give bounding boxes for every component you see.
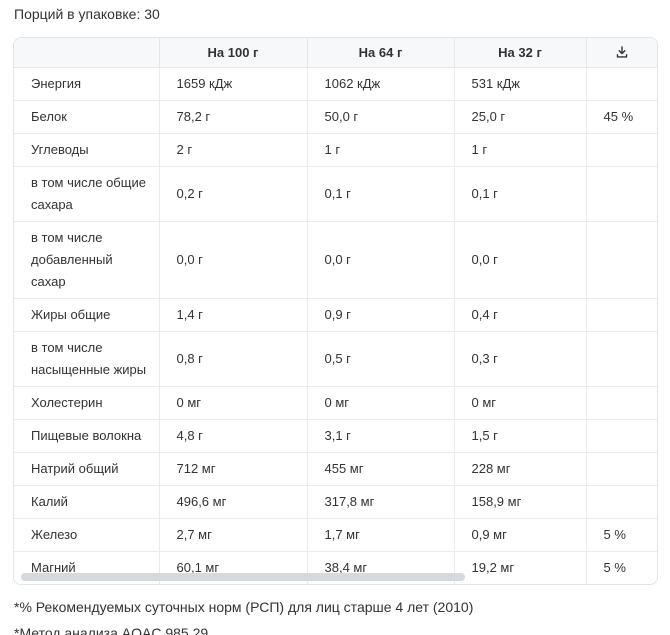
value-rsp-percent bbox=[585, 419, 657, 453]
value-rsp-percent bbox=[585, 133, 657, 167]
value-rsp-percent bbox=[585, 331, 657, 387]
nutrient-label: в том числе общие сахара bbox=[14, 166, 159, 222]
value-per-64g: 0,1 г bbox=[306, 166, 454, 222]
footnotes: *% Рекомендуемых суточных норм (РСП) для… bbox=[14, 598, 657, 635]
value-per-64g: 1,7 мг bbox=[306, 518, 454, 552]
nutrient-label: в том числе добавленный сахар bbox=[14, 221, 159, 299]
table-row: Жиры общие 1,4 г 0,9 г 0,4 г bbox=[14, 298, 657, 332]
nutrient-label: Пищевые волокна bbox=[14, 419, 159, 453]
value-per-32g: 0,1 г bbox=[453, 166, 586, 222]
table-row: Железо 2,7 мг 1,7 мг 0,9 мг 5 % bbox=[14, 518, 657, 552]
table-row: в том числе общие сахара 0,2 г 0,1 г 0,1… bbox=[14, 166, 657, 222]
value-rsp-percent bbox=[585, 166, 657, 222]
table-row: Калий 496,6 мг 317,8 мг 158,9 мг bbox=[14, 485, 657, 519]
download-icon bbox=[615, 45, 629, 59]
column-header-per-100g: На 100 г bbox=[158, 38, 307, 68]
table-row: Холестерин 0 мг 0 мг 0 мг bbox=[14, 386, 657, 420]
column-header-empty bbox=[14, 38, 159, 68]
value-per-64g: 0,0 г bbox=[306, 221, 454, 299]
table-row: в том числе добавленный сахар 0,0 г 0,0 … bbox=[14, 221, 657, 299]
table-row: Белок 78,2 г 50,0 г 25,0 г 45 % bbox=[14, 100, 657, 134]
value-per-64g: 1 г bbox=[306, 133, 454, 167]
value-per-32g: 158,9 мг bbox=[453, 485, 586, 519]
value-per-64g: 0,9 г bbox=[306, 298, 454, 332]
value-per-32g: 0 мг bbox=[453, 386, 586, 420]
column-header-per-64g: На 64 г bbox=[306, 38, 454, 68]
table-header-row: На 100 г На 64 г На 32 г bbox=[14, 38, 657, 68]
value-per-32g: 531 кДж bbox=[453, 67, 586, 101]
nutrient-label: Жиры общие bbox=[14, 298, 159, 332]
value-rsp-percent bbox=[585, 67, 657, 101]
value-rsp-percent bbox=[585, 221, 657, 299]
value-per-100g: 2 г bbox=[158, 133, 307, 167]
value-rsp-percent bbox=[585, 452, 657, 486]
table-row: Пищевые волокна 4,8 г 3,1 г 1,5 г bbox=[14, 419, 657, 453]
table-row: Натрий общий 712 мг 455 мг 228 мг bbox=[14, 452, 657, 486]
table-row: Энергия 1659 кДж 1062 кДж 531 кДж bbox=[14, 67, 657, 101]
table-row: Углеводы 2 г 1 г 1 г bbox=[14, 133, 657, 167]
value-per-100g: 0 мг bbox=[158, 386, 307, 420]
table-row: в том числе насыщенные жиры 0,8 г 0,5 г … bbox=[14, 331, 657, 387]
value-per-100g: 78,2 г bbox=[158, 100, 307, 134]
value-per-100g: 496,6 мг bbox=[158, 485, 307, 519]
nutrition-table: На 100 г На 64 г На 32 г bbox=[14, 38, 657, 584]
value-per-64g: 0,5 г bbox=[306, 331, 454, 387]
value-per-32g: 1 г bbox=[453, 133, 586, 167]
download-button[interactable] bbox=[613, 43, 631, 61]
value-per-64g: 1062 кДж bbox=[306, 67, 454, 101]
value-per-32g: 0,0 г bbox=[453, 221, 586, 299]
column-header-download bbox=[585, 38, 657, 68]
value-rsp-percent bbox=[585, 386, 657, 420]
footnote-rsp: *% Рекомендуемых суточных норм (РСП) для… bbox=[14, 599, 474, 615]
nutrient-label: Энергия bbox=[14, 67, 159, 101]
servings-per-package: Порций в упаковке: 30 bbox=[14, 6, 160, 22]
nutrient-label: Белок bbox=[14, 100, 159, 134]
value-per-32g: 228 мг bbox=[453, 452, 586, 486]
nutrient-label: Натрий общий bbox=[14, 452, 159, 486]
value-per-100g: 1,4 г bbox=[158, 298, 307, 332]
value-rsp-percent bbox=[585, 298, 657, 332]
value-per-32g: 25,0 г bbox=[453, 100, 586, 134]
horizontal-scrollbar-thumb[interactable] bbox=[21, 573, 465, 581]
footnote-method: *Метод анализа AOAC 985.29 bbox=[14, 625, 209, 635]
nutrient-label: Железо bbox=[14, 518, 159, 552]
nutrient-label: Углеводы bbox=[14, 133, 159, 167]
value-rsp-percent: 5 % bbox=[585, 551, 657, 584]
value-per-64g: 455 мг bbox=[306, 452, 454, 486]
value-per-64g: 0 мг bbox=[306, 386, 454, 420]
value-per-100g: 1659 кДж bbox=[158, 67, 307, 101]
value-per-64g: 50,0 г bbox=[306, 100, 454, 134]
value-per-100g: 2,7 мг bbox=[158, 518, 307, 552]
value-per-100g: 712 мг bbox=[158, 452, 307, 486]
nutrition-table-container: На 100 г На 64 г На 32 г bbox=[13, 37, 658, 585]
value-per-32g: 0,3 г bbox=[453, 331, 586, 387]
value-per-100g: 0,2 г bbox=[158, 166, 307, 222]
nutrient-label: Холестерин bbox=[14, 386, 159, 420]
value-rsp-percent: 45 % bbox=[585, 100, 657, 134]
value-per-100g: 4,8 г bbox=[158, 419, 307, 453]
nutrient-label: в том числе насыщенные жиры bbox=[14, 331, 159, 387]
column-header-per-32g: На 32 г bbox=[453, 38, 586, 68]
value-per-32g: 19,2 мг bbox=[453, 551, 586, 584]
value-per-100g: 0,0 г bbox=[158, 221, 307, 299]
value-per-32g: 1,5 г bbox=[453, 419, 586, 453]
value-per-64g: 3,1 г bbox=[306, 419, 454, 453]
value-per-64g: 317,8 мг bbox=[306, 485, 454, 519]
value-per-100g: 0,8 г bbox=[158, 331, 307, 387]
value-rsp-percent: 5 % bbox=[585, 518, 657, 552]
value-rsp-percent bbox=[585, 485, 657, 519]
nutrient-label: Калий bbox=[14, 485, 159, 519]
value-per-32g: 0,9 мг bbox=[453, 518, 586, 552]
value-per-32g: 0,4 г bbox=[453, 298, 586, 332]
